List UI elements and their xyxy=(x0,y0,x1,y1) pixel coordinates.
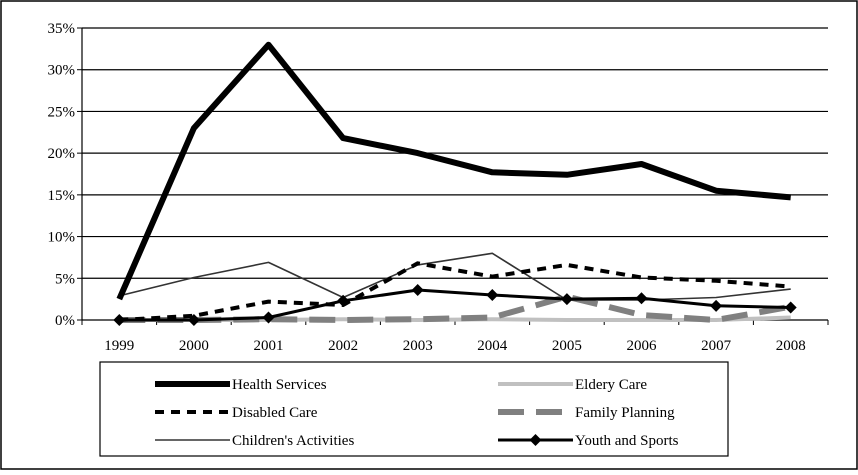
x-tick-label: 2007 xyxy=(701,338,732,354)
series-line-youth-and-sports xyxy=(119,288,791,322)
x-tick-label: 1999 xyxy=(104,338,134,354)
x-tick-label: 2006 xyxy=(627,338,658,354)
x-tick-label: 2008 xyxy=(776,338,806,354)
y-tick-label: 5% xyxy=(55,271,75,287)
series-line-health-services xyxy=(116,41,791,301)
x-tick-label: 2000 xyxy=(179,338,209,354)
data-point-youth-and-sports xyxy=(486,288,499,301)
legend-label: Disabled Care xyxy=(232,405,318,421)
series-line-children-s-activities xyxy=(119,252,791,301)
legend-label: Health Services xyxy=(232,377,327,393)
x-tick-label: 2003 xyxy=(403,338,433,354)
data-point-youth-and-sports xyxy=(187,314,200,326)
y-tick-label: 0% xyxy=(55,313,75,329)
data-point-youth-and-sports xyxy=(635,292,648,305)
y-tick-label: 10% xyxy=(48,230,76,246)
legend-label: Youth and Sports xyxy=(575,433,679,449)
data-point-youth-and-sports xyxy=(337,294,350,307)
data-point-youth-and-sports xyxy=(262,311,275,324)
x-tick-label: 2001 xyxy=(254,338,284,354)
legend-label: Eldery Care xyxy=(575,377,647,393)
legend-label: Children's Activities xyxy=(232,433,354,449)
y-tick-label: 15% xyxy=(48,188,76,204)
y-tick-label: 30% xyxy=(48,63,76,79)
data-point-youth-and-sports xyxy=(113,314,126,326)
data-point-youth-and-sports xyxy=(560,293,573,306)
y-tick-label: 20% xyxy=(48,146,76,162)
y-tick-label: 35% xyxy=(48,21,76,37)
data-point-youth-and-sports xyxy=(710,299,723,312)
y-tick-label: 25% xyxy=(48,104,76,120)
series-line-disabled-care xyxy=(119,261,791,322)
x-tick-label: 2002 xyxy=(328,338,358,354)
legend-label: Family Planning xyxy=(575,405,675,421)
legend-marker-youth-and-sports xyxy=(529,434,542,446)
x-tick-label: 2004 xyxy=(477,338,508,354)
data-point-youth-and-sports xyxy=(411,283,424,296)
x-tick-label: 2005 xyxy=(552,338,582,354)
data-point-youth-and-sports xyxy=(784,301,797,314)
